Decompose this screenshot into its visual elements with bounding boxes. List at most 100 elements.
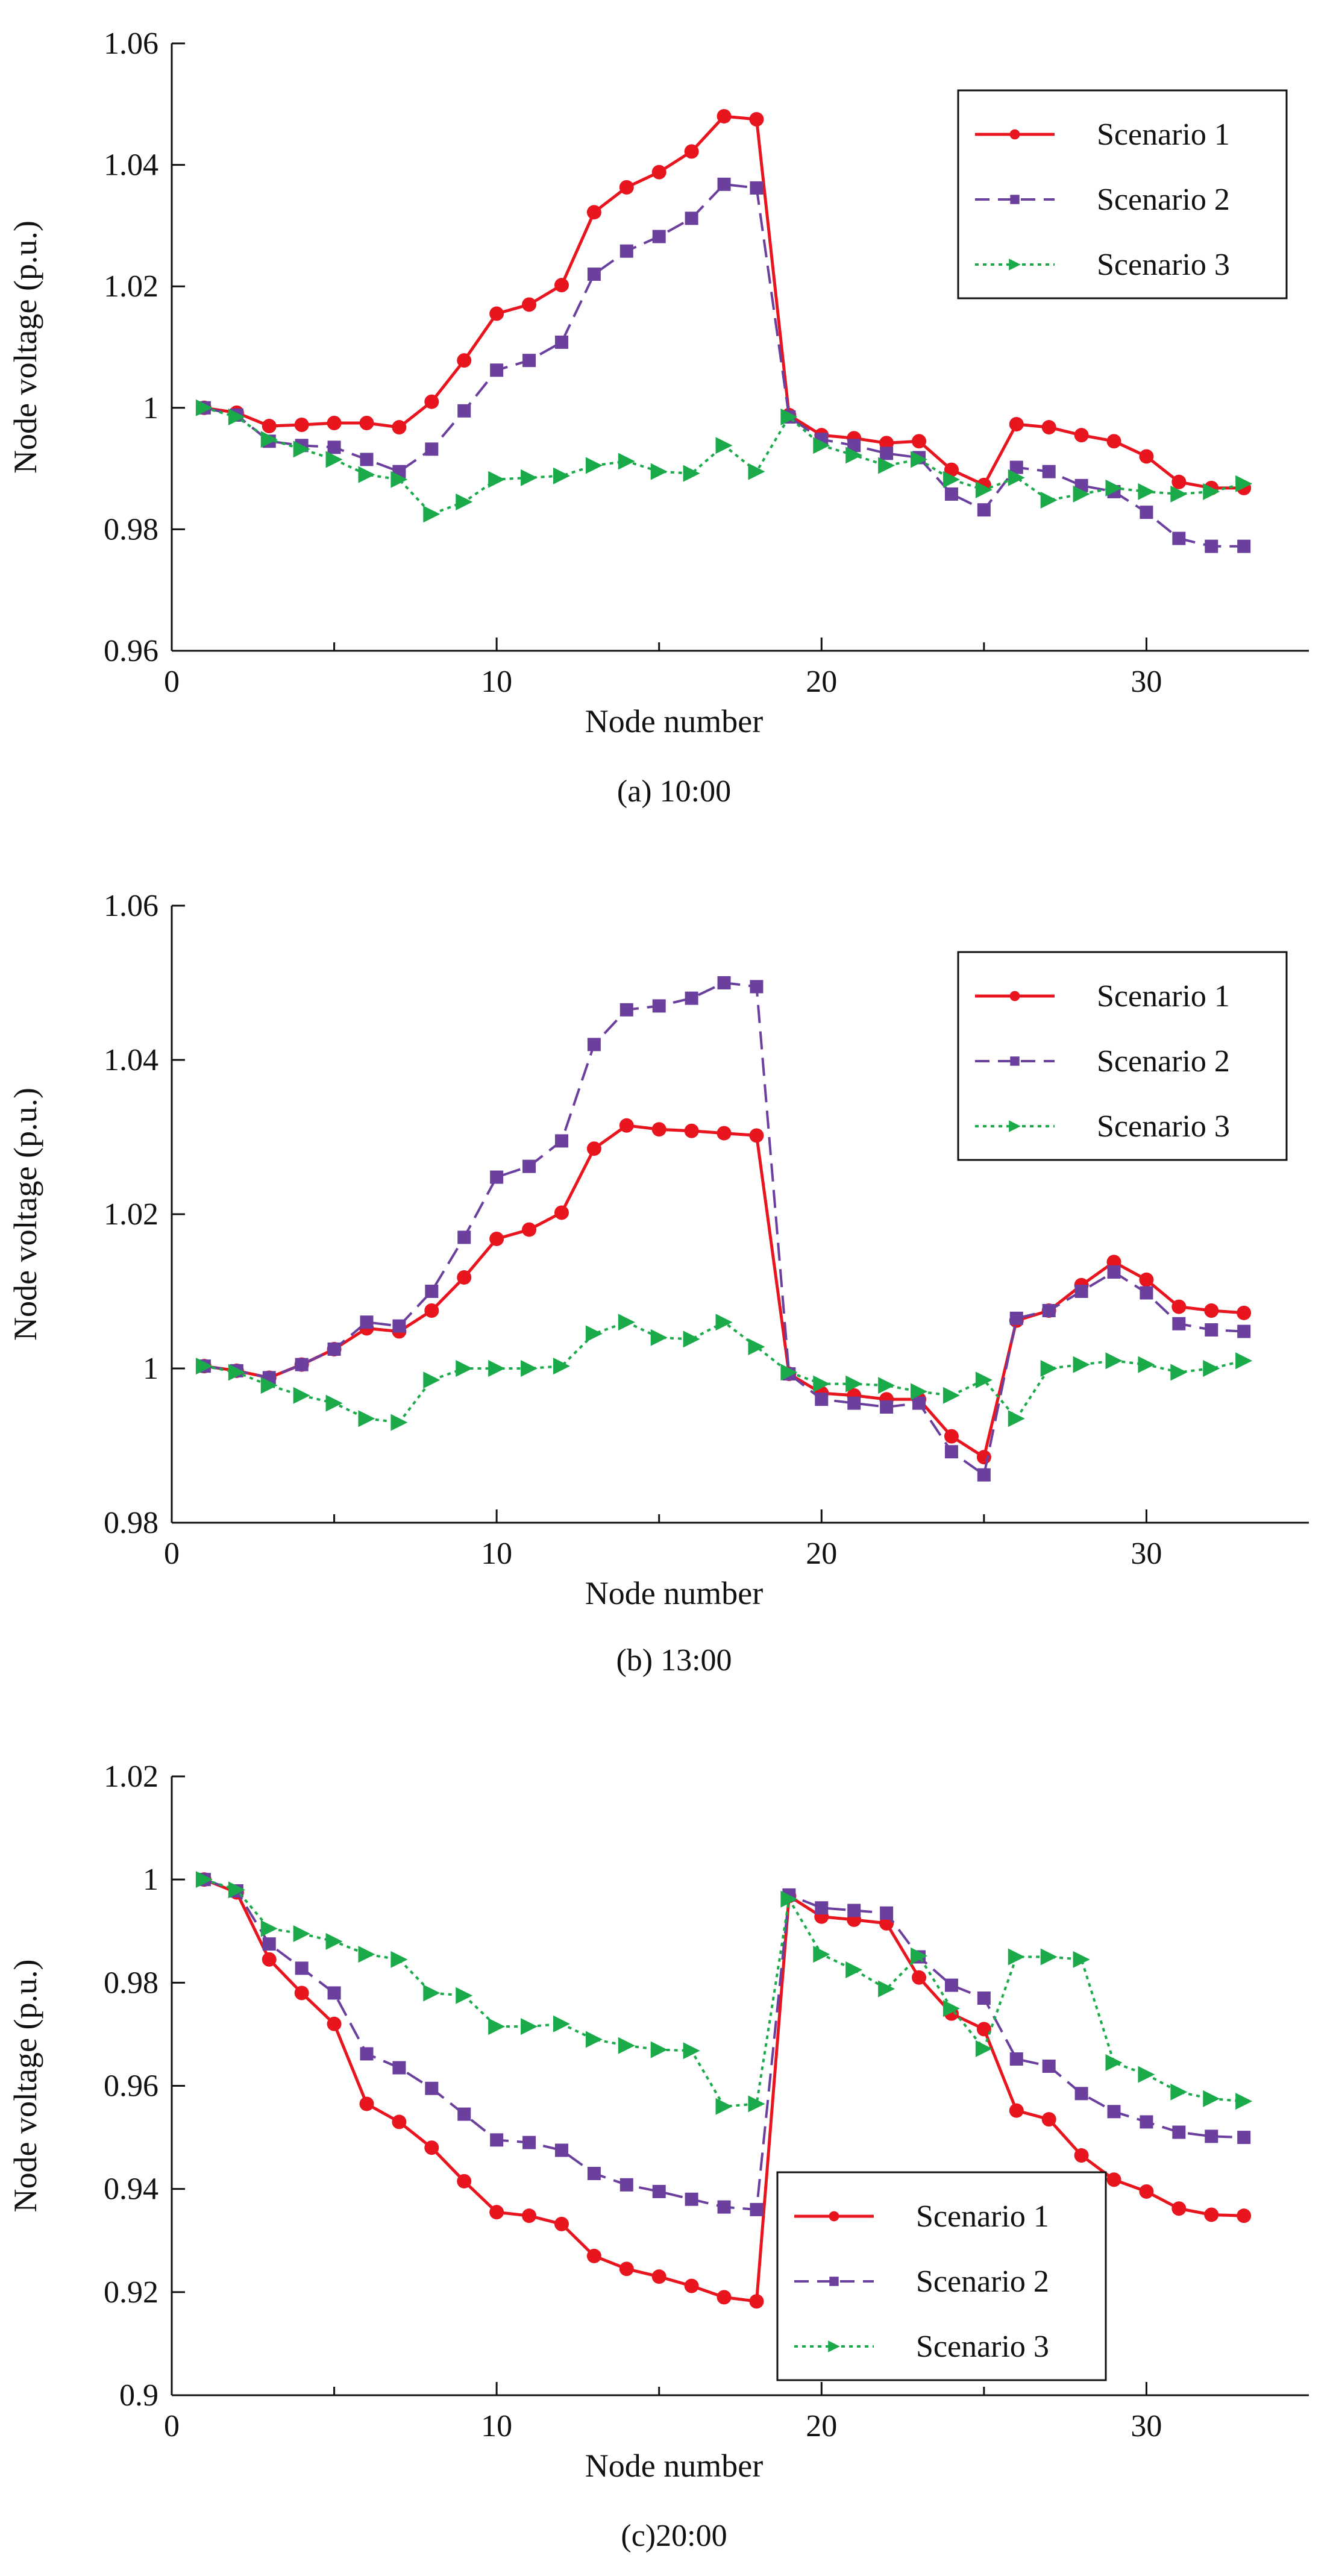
data-point-scenario-2 — [1009, 1311, 1023, 1325]
x-tick-label: 30 — [1131, 665, 1162, 699]
legend-label-scenario-1: Scenario 1 — [1097, 118, 1230, 152]
data-point-scenario-3 — [942, 471, 960, 488]
data-point-scenario-2 — [327, 1343, 341, 1356]
data-point-scenario-3 — [1138, 483, 1155, 500]
data-point-scenario-3 — [683, 2042, 700, 2060]
data-point-scenario-3 — [1170, 485, 1188, 503]
y-tick-label: 1.02 — [104, 1760, 158, 1794]
data-point-scenario-3 — [195, 1871, 213, 1888]
data-point-scenario-3 — [1138, 1356, 1155, 1373]
y-tick-label: 0.98 — [104, 1506, 158, 1540]
data-point-scenario-3 — [780, 1890, 798, 1908]
x-tick-label: 0 — [164, 665, 180, 699]
data-point-scenario-3 — [1203, 483, 1220, 500]
data-point-scenario-1 — [586, 2248, 601, 2263]
data-point-scenario-3 — [293, 1925, 310, 1943]
legend: Scenario 1 Scenario 2 Scenario 3 — [957, 89, 1288, 299]
legend: Scenario 1 Scenario 2 Scenario 3 — [776, 2171, 1107, 2381]
data-point-scenario-1 — [1237, 1305, 1252, 1320]
data-point-scenario-1 — [522, 1222, 537, 1237]
data-point-scenario-2 — [880, 447, 894, 460]
legend-marker-scenario-1 — [1009, 991, 1020, 1001]
data-point-scenario-1 — [684, 144, 699, 159]
data-point-scenario-3 — [1073, 485, 1090, 503]
data-point-scenario-3 — [780, 408, 798, 425]
data-point-scenario-1 — [651, 1122, 666, 1137]
data-point-scenario-1 — [359, 416, 374, 430]
data-point-scenario-3 — [358, 1946, 375, 1963]
data-point-scenario-3 — [1105, 479, 1123, 497]
data-point-scenario-3 — [975, 2040, 993, 2057]
data-point-scenario-2 — [327, 440, 341, 454]
data-point-scenario-3 — [748, 2095, 765, 2113]
data-point-scenario-1 — [489, 1231, 504, 1246]
chart-panel-2: 0.98 1 1.02 1.04 1.06 0 10 20 30 Node number Node … — [7, 889, 1309, 1678]
data-point-scenario-2 — [522, 1159, 536, 1173]
data-point-scenario-2 — [392, 2061, 406, 2075]
legend-label-scenario-2: Scenario 2 — [1097, 1044, 1230, 1079]
data-point-scenario-2 — [750, 980, 764, 994]
data-point-scenario-3 — [521, 1360, 538, 1377]
data-point-scenario-1 — [359, 2096, 374, 2111]
data-point-scenario-3 — [358, 466, 375, 483]
series-line-scenario-3 — [204, 1878, 1244, 2108]
data-point-scenario-2 — [944, 1978, 958, 1992]
data-point-scenario-2 — [750, 2202, 764, 2216]
x-tick-label: 0 — [164, 1537, 180, 1571]
y-tick-label: 1.02 — [104, 1197, 158, 1232]
data-point-scenario-2 — [1140, 2115, 1153, 2129]
data-point-scenario-2 — [815, 1393, 829, 1406]
data-point-scenario-2 — [360, 453, 374, 466]
data-point-scenario-1 — [1139, 449, 1154, 464]
data-point-scenario-3 — [1040, 1948, 1058, 1966]
data-point-scenario-3 — [553, 2015, 570, 2032]
data-point-scenario-2 — [457, 1230, 471, 1244]
data-point-scenario-2 — [1042, 1304, 1056, 1317]
data-point-scenario-1 — [457, 1270, 472, 1285]
y-tick-label: 1.04 — [104, 148, 158, 183]
data-point-scenario-3 — [878, 1980, 895, 1998]
data-point-scenario-1 — [1171, 474, 1187, 489]
data-point-scenario-3 — [975, 481, 993, 498]
data-point-scenario-3 — [195, 399, 213, 416]
data-point-scenario-1 — [392, 2114, 407, 2129]
data-point-scenario-2 — [685, 2192, 698, 2206]
series-line-scenario-2 — [204, 183, 1244, 548]
data-point-scenario-3 — [1235, 475, 1253, 492]
legend-label-scenario-3: Scenario 3 — [1097, 248, 1230, 282]
data-point-scenario-1 — [554, 1205, 569, 1220]
data-point-scenario-2 — [425, 442, 439, 456]
data-point-scenario-2 — [1172, 2125, 1186, 2139]
data-point-scenario-1 — [522, 297, 537, 312]
data-point-scenario-1 — [944, 1429, 959, 1444]
data-point-scenario-2 — [717, 177, 731, 191]
data-point-scenario-3 — [1040, 1360, 1058, 1377]
y-axis-label: Node voltage (p.u.) — [7, 1960, 43, 2213]
data-point-scenario-3 — [813, 437, 830, 454]
data-point-scenario-3 — [845, 1375, 863, 1393]
data-point-scenario-3 — [585, 2031, 603, 2048]
data-point-scenario-3 — [358, 1410, 375, 1427]
data-point-scenario-2 — [262, 1937, 276, 1951]
data-point-scenario-3 — [228, 408, 245, 425]
data-point-scenario-2 — [1074, 2087, 1088, 2101]
data-point-scenario-3 — [1008, 469, 1025, 486]
data-point-scenario-2 — [619, 2178, 633, 2192]
data-point-scenario-3 — [1040, 492, 1058, 509]
data-point-scenario-3 — [683, 1330, 700, 1348]
data-point-scenario-2 — [554, 1134, 568, 1148]
data-point-scenario-2 — [977, 503, 991, 517]
legend-label-scenario-3: Scenario 3 — [1097, 1109, 1230, 1144]
data-point-scenario-3 — [585, 1325, 603, 1343]
data-point-scenario-2 — [1042, 2059, 1056, 2073]
y-tick-label: 1 — [143, 1352, 158, 1386]
y-tick-label: 0.92 — [104, 2275, 158, 2310]
data-point-scenario-3 — [488, 2018, 506, 2035]
data-point-scenario-2 — [750, 181, 764, 195]
data-point-scenario-1 — [1074, 2148, 1089, 2163]
data-point-scenario-2 — [554, 335, 568, 349]
data-point-scenario-2 — [1172, 1317, 1186, 1330]
legend-label-scenario-1: Scenario 1 — [916, 2199, 1049, 2234]
data-point-scenario-1 — [619, 180, 634, 195]
data-point-scenario-1 — [262, 419, 277, 434]
